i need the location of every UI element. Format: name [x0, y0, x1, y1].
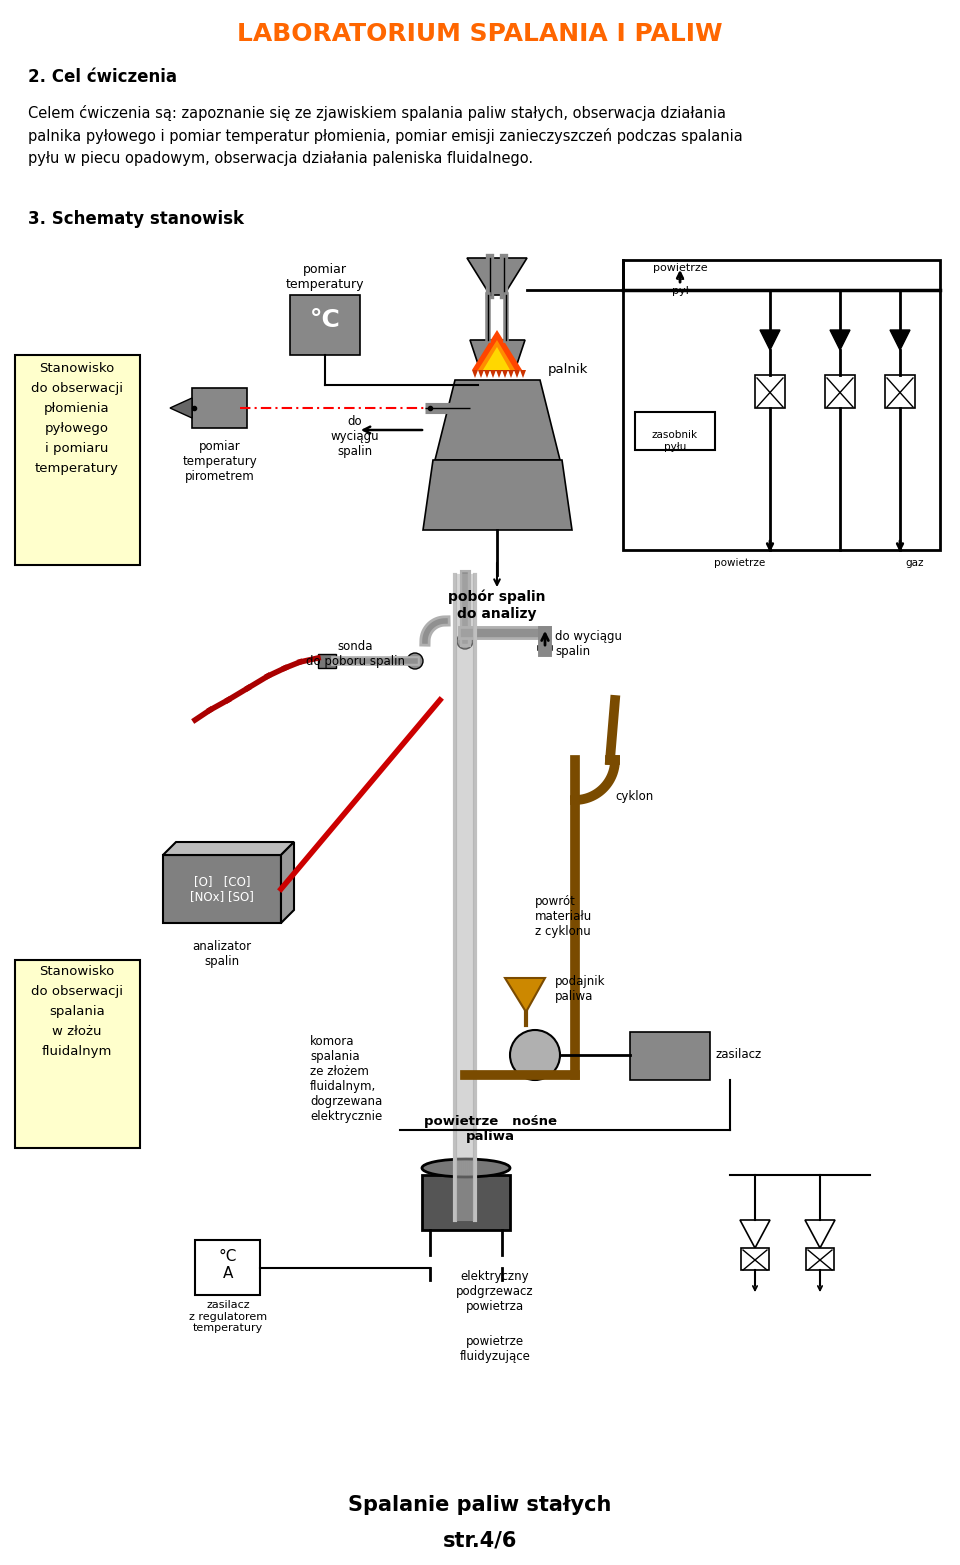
Text: podajnik
paliwa: podajnik paliwa: [555, 975, 606, 1003]
Polygon shape: [890, 330, 910, 351]
FancyBboxPatch shape: [630, 1031, 710, 1080]
Text: palnik: palnik: [548, 363, 588, 377]
Text: str.4/6: str.4/6: [443, 1531, 517, 1549]
FancyBboxPatch shape: [15, 355, 140, 565]
Text: pomiar
temperatury
pirometrem: pomiar temperatury pirometrem: [182, 440, 257, 484]
Text: do
wyciągu
spalin: do wyciągu spalin: [330, 415, 379, 459]
Polygon shape: [496, 369, 502, 379]
Polygon shape: [478, 340, 515, 369]
FancyBboxPatch shape: [195, 1239, 260, 1294]
Text: temperatury: temperatury: [286, 279, 364, 291]
Circle shape: [407, 653, 423, 668]
Polygon shape: [760, 330, 780, 351]
Polygon shape: [472, 369, 478, 379]
FancyBboxPatch shape: [422, 1175, 510, 1230]
Text: Spalanie paliw stałych: Spalanie paliw stałych: [348, 1495, 612, 1515]
FancyBboxPatch shape: [290, 294, 360, 355]
Polygon shape: [508, 369, 514, 379]
Polygon shape: [490, 369, 496, 379]
Text: pobór spalin
do analizy: pobór spalin do analizy: [448, 590, 545, 621]
Polygon shape: [740, 1221, 770, 1247]
Text: pomiar: pomiar: [303, 263, 347, 275]
Polygon shape: [170, 398, 192, 418]
Text: analizator
spalin: analizator spalin: [192, 941, 252, 969]
FancyBboxPatch shape: [192, 388, 247, 427]
FancyBboxPatch shape: [623, 260, 940, 549]
Polygon shape: [502, 369, 508, 379]
Text: elektryczny
podgrzewacz
powietrza: elektryczny podgrzewacz powietrza: [456, 1271, 534, 1313]
Polygon shape: [472, 330, 522, 369]
Text: zasobnik
pyłu: zasobnik pyłu: [652, 430, 698, 452]
Polygon shape: [467, 258, 527, 294]
Text: powietrze   nośne
paliwa: powietrze nośne paliwa: [423, 1114, 557, 1142]
Polygon shape: [514, 369, 520, 379]
Text: powietrze
fluidyzujące: powietrze fluidyzujące: [460, 1335, 531, 1363]
Circle shape: [510, 1030, 560, 1080]
Text: zasilacz
z regulatorem
temperatury: zasilacz z regulatorem temperatury: [189, 1301, 267, 1333]
Polygon shape: [483, 347, 510, 369]
Polygon shape: [435, 380, 560, 460]
Text: komora
spalania
ze złożem
fluidalnym,
dogrzewana
elektrycznie: komora spalania ze złożem fluidalnym, do…: [310, 1034, 382, 1124]
Polygon shape: [470, 340, 525, 369]
Text: 2. Cel ćwiczenia: 2. Cel ćwiczenia: [28, 67, 177, 86]
Text: Stanowisko
do obserwacji
płomienia
pyłowego
i pomiaru
temperatury: Stanowisko do obserwacji płomienia pyłow…: [31, 362, 123, 476]
Text: °C: °C: [309, 308, 341, 332]
FancyBboxPatch shape: [163, 854, 281, 923]
Text: Stanowisko
do obserwacji
spalania
w złożu
fluidalnym: Stanowisko do obserwacji spalania w złoż…: [31, 966, 123, 1058]
Text: cyklon: cyklon: [615, 790, 653, 803]
Circle shape: [457, 632, 473, 649]
Polygon shape: [163, 842, 294, 854]
Text: °C
A: °C A: [219, 1249, 237, 1282]
Polygon shape: [423, 460, 572, 531]
Text: do wyciągu
spalin: do wyciągu spalin: [555, 631, 622, 657]
Polygon shape: [484, 369, 490, 379]
FancyBboxPatch shape: [755, 376, 785, 408]
Polygon shape: [281, 842, 294, 923]
FancyBboxPatch shape: [885, 376, 915, 408]
Text: zasilacz: zasilacz: [715, 1049, 761, 1061]
FancyBboxPatch shape: [318, 654, 336, 668]
Polygon shape: [830, 330, 850, 351]
Ellipse shape: [422, 1160, 510, 1177]
Text: Celem ćwiczenia są: zapoznanie się ze zjawiskiem spalania paliw stałych, obserwa: Celem ćwiczenia są: zapoznanie się ze zj…: [28, 105, 743, 166]
Polygon shape: [505, 978, 545, 1013]
Text: powietrze: powietrze: [713, 559, 765, 568]
FancyBboxPatch shape: [806, 1247, 834, 1271]
Text: [O]   [CO]
[NOx] [SO]: [O] [CO] [NOx] [SO]: [190, 875, 254, 903]
Polygon shape: [520, 369, 526, 379]
FancyBboxPatch shape: [825, 376, 855, 408]
FancyBboxPatch shape: [741, 1247, 769, 1271]
Text: gaz: gaz: [905, 559, 924, 568]
Text: 3. Schematy stanowisk: 3. Schematy stanowisk: [28, 210, 244, 228]
Text: LABORATORIUM SPALANIA I PALIW: LABORATORIUM SPALANIA I PALIW: [237, 22, 723, 45]
Text: powietrze
+
pył: powietrze + pył: [653, 263, 708, 296]
Text: sonda
do poboru spalin: sonda do poboru spalin: [305, 640, 404, 668]
Text: powrót
materiału
z cyklonu: powrót materiału z cyklonu: [535, 895, 592, 937]
FancyBboxPatch shape: [15, 959, 140, 1149]
Polygon shape: [805, 1221, 835, 1247]
FancyBboxPatch shape: [635, 412, 715, 451]
Polygon shape: [478, 369, 484, 379]
